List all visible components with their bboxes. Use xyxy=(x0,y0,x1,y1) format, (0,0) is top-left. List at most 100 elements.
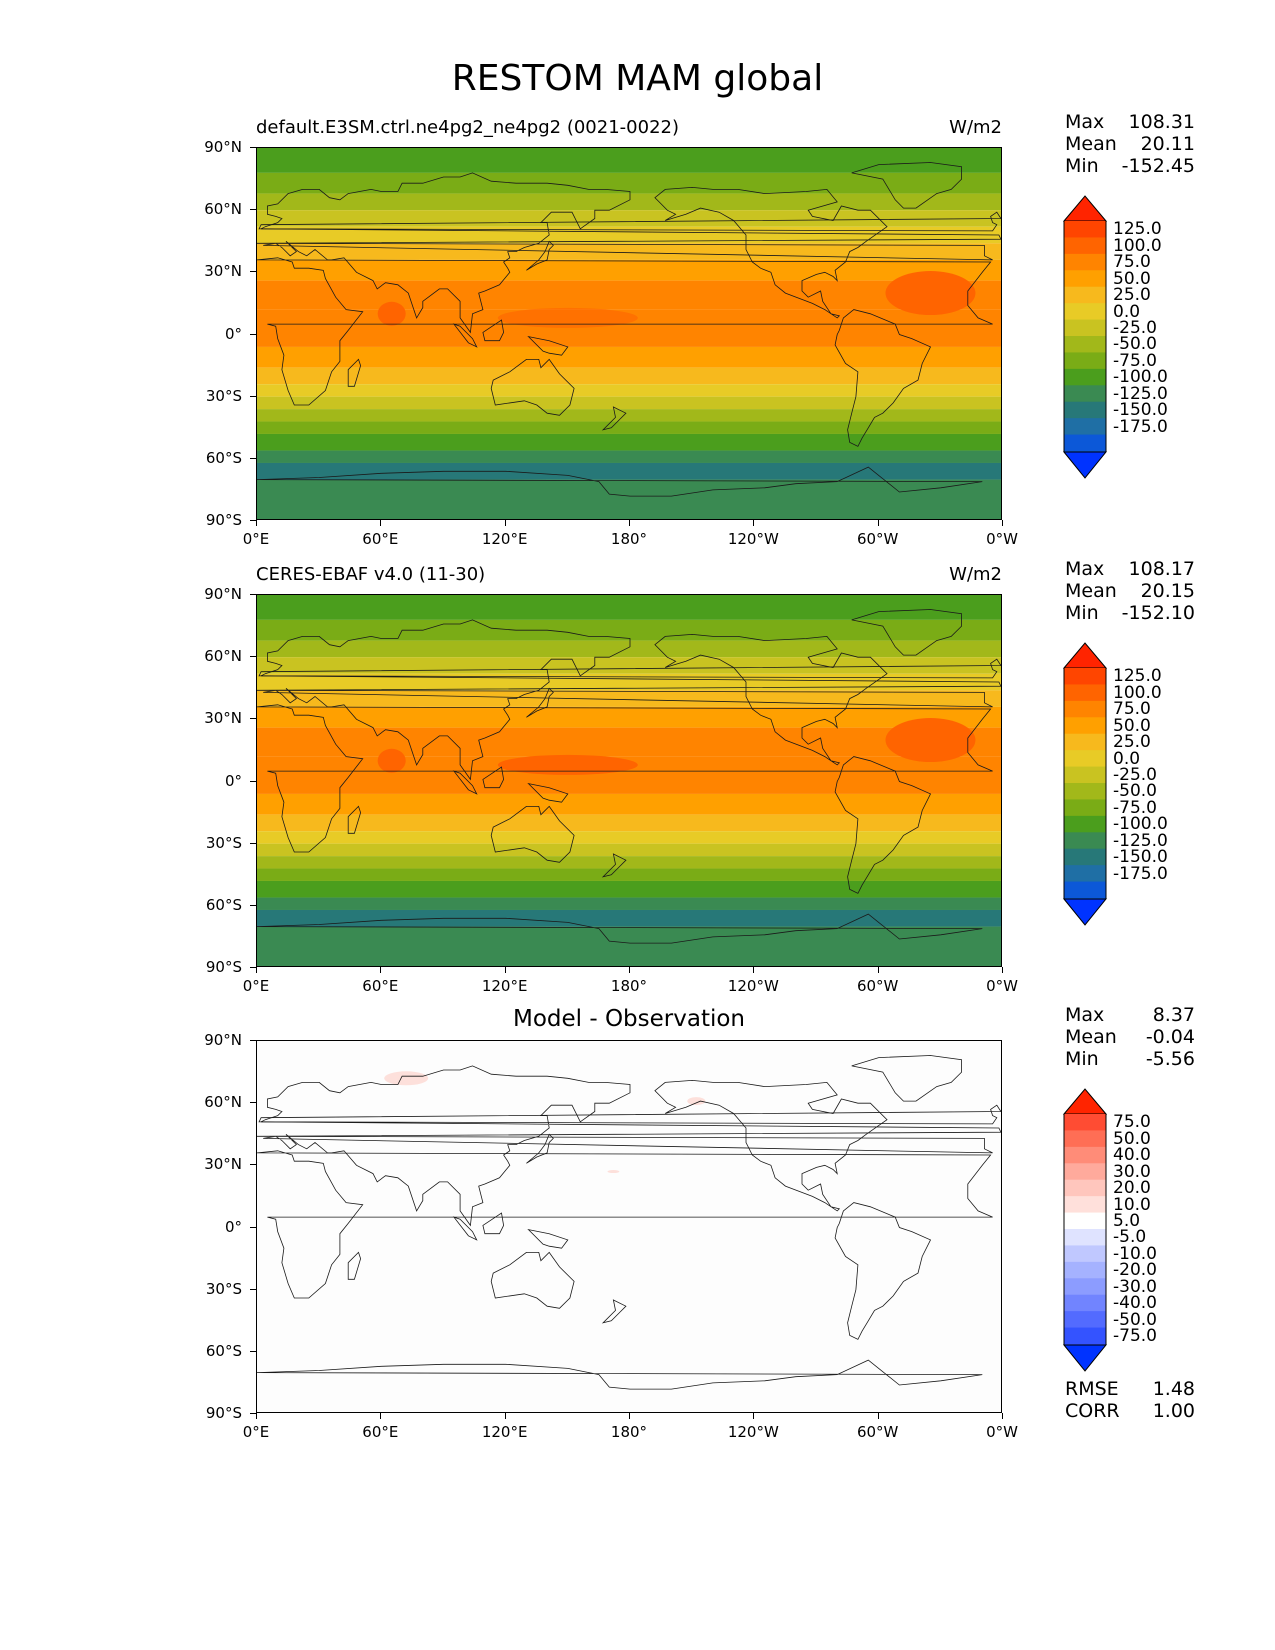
stat-row: Mean 20.11 xyxy=(1065,133,1195,155)
colorbar-swatch xyxy=(1064,733,1106,751)
colorbar-tick-label: 50.0 xyxy=(1113,1128,1151,1149)
field-band xyxy=(257,690,1001,707)
latitude-tick xyxy=(250,904,256,906)
coastline xyxy=(257,172,1001,334)
field-band xyxy=(257,856,1001,869)
colorbar-swatch xyxy=(1064,385,1106,403)
colorbar-tick-label: 30.0 xyxy=(1113,1161,1151,1182)
longitude-tick xyxy=(629,1413,630,1419)
coastline xyxy=(347,358,362,387)
field-band xyxy=(257,487,630,519)
colorbar-tick-label: -100.0 xyxy=(1113,367,1168,388)
coastline xyxy=(482,319,505,342)
latitude-tick xyxy=(250,333,256,335)
coastline xyxy=(834,309,932,447)
latitude-tick-label: 30°N xyxy=(204,262,242,281)
colorbar-swatch xyxy=(1064,253,1106,271)
colorbar-swatch xyxy=(1064,352,1106,370)
field-band xyxy=(257,210,1001,227)
stat-value: 108.17 xyxy=(1128,558,1195,580)
colorbar-swatch xyxy=(1064,303,1106,321)
colorbar-tick-label: -50.0 xyxy=(1113,781,1157,802)
colorbar-tick-label: 0.0 xyxy=(1113,748,1141,769)
colorbar-tick-label: -150.0 xyxy=(1113,847,1168,868)
colorbar-tick-label: 100.0 xyxy=(1113,682,1162,703)
coastline xyxy=(654,633,888,766)
field-band xyxy=(257,831,1001,844)
colorbar-swatch xyxy=(1064,1212,1106,1230)
latitude-tick-label: 60°N xyxy=(204,647,242,666)
latitude-tick-label: 0° xyxy=(224,1217,242,1236)
colorbar-swatch xyxy=(1064,783,1106,800)
latitude-tick-label: 30°S xyxy=(205,386,242,405)
colorbar-extend-max xyxy=(1062,642,1108,669)
colorbar-tick-label: 25.0 xyxy=(1113,285,1151,306)
metric-label: RMSE xyxy=(1065,1378,1119,1400)
field-band xyxy=(257,259,1001,281)
longitude-tick xyxy=(629,520,630,526)
coastline xyxy=(347,805,362,834)
field-band xyxy=(257,727,1001,757)
colorbar-tick-label: 50.0 xyxy=(1113,268,1151,289)
difference-patch xyxy=(687,1097,706,1106)
stats-box: Max 8.37 Mean -0.04 Min -5.56 xyxy=(1065,1004,1195,1070)
latitude-tick xyxy=(250,967,256,968)
field-band xyxy=(257,619,1001,641)
latitude-tick xyxy=(250,147,256,148)
coastline xyxy=(257,466,983,497)
colorbar-swatch xyxy=(1064,815,1106,833)
stats-box: Max 108.17 Mean 20.15 Min -152.10 xyxy=(1065,558,1195,624)
field-band xyxy=(257,384,1001,397)
colorbar-tick-label: 75.0 xyxy=(1113,252,1151,273)
longitude-tick-label: 0°E xyxy=(242,1423,270,1441)
field-band xyxy=(257,148,1001,173)
longitude-tick xyxy=(877,520,879,526)
latitude-tick xyxy=(250,1350,256,1352)
colorbar-swatch xyxy=(1064,1327,1106,1345)
colorbar xyxy=(1062,195,1108,483)
longitude-tick-label: 120°W xyxy=(727,1423,779,1441)
field-band xyxy=(257,843,1001,857)
panel-title: Model - Observation xyxy=(512,1006,746,1032)
coastline xyxy=(851,162,962,209)
longitude-tick xyxy=(380,1413,382,1419)
longitude-tick-label: 0°W xyxy=(986,977,1018,995)
colorbar-swatch xyxy=(1064,418,1106,436)
difference-patch xyxy=(607,1170,620,1174)
colorbar-swatch xyxy=(1064,1130,1106,1148)
stat-row: Max 108.17 xyxy=(1065,558,1195,580)
longitude-tick-label: 60°W xyxy=(856,977,899,995)
field-band xyxy=(257,868,1001,881)
stat-label: Max xyxy=(1065,558,1105,580)
longitude-tick xyxy=(380,967,382,973)
field-band xyxy=(257,193,1001,211)
coastline xyxy=(490,358,575,416)
longitude-tick-label: 60°W xyxy=(856,1423,899,1441)
latitude-tick-label: 30°N xyxy=(204,1155,242,1174)
colorbar-tick-label: 100.0 xyxy=(1113,235,1162,256)
colorbar-swatch xyxy=(1064,750,1106,768)
longitude-tick xyxy=(753,1413,755,1419)
coastline xyxy=(834,756,932,894)
colorbar-tick-label: 25.0 xyxy=(1113,732,1151,753)
stat-label: Min xyxy=(1065,155,1099,177)
panel-title: default.E3SM.ctrl.ne4pg2_ne4pg2 (0021-00… xyxy=(256,117,679,138)
stat-row: Min -152.45 xyxy=(1065,155,1195,177)
field-band xyxy=(257,595,1001,620)
coastline xyxy=(452,770,478,795)
latitude-tick-label: 30°N xyxy=(204,709,242,728)
colorbar-swatch xyxy=(1064,270,1106,288)
longitude-tick-label: 60°E xyxy=(362,977,399,995)
latitude-tick xyxy=(250,718,256,720)
longitude-tick-label: 60°E xyxy=(362,530,399,548)
colorbar-swatch xyxy=(1064,401,1106,419)
latitude-tick-label: 60°N xyxy=(204,200,242,219)
colorbar-swatch xyxy=(1064,766,1106,784)
latitude-tick-label: 60°S xyxy=(205,1341,242,1360)
colorbar-tick-label: -175.0 xyxy=(1113,416,1168,437)
field-band xyxy=(257,421,1001,434)
field-band xyxy=(257,909,1001,927)
latitude-tick xyxy=(250,780,256,782)
colorbar-tick-label: -125.0 xyxy=(1113,830,1168,851)
longitude-tick xyxy=(1002,520,1003,526)
